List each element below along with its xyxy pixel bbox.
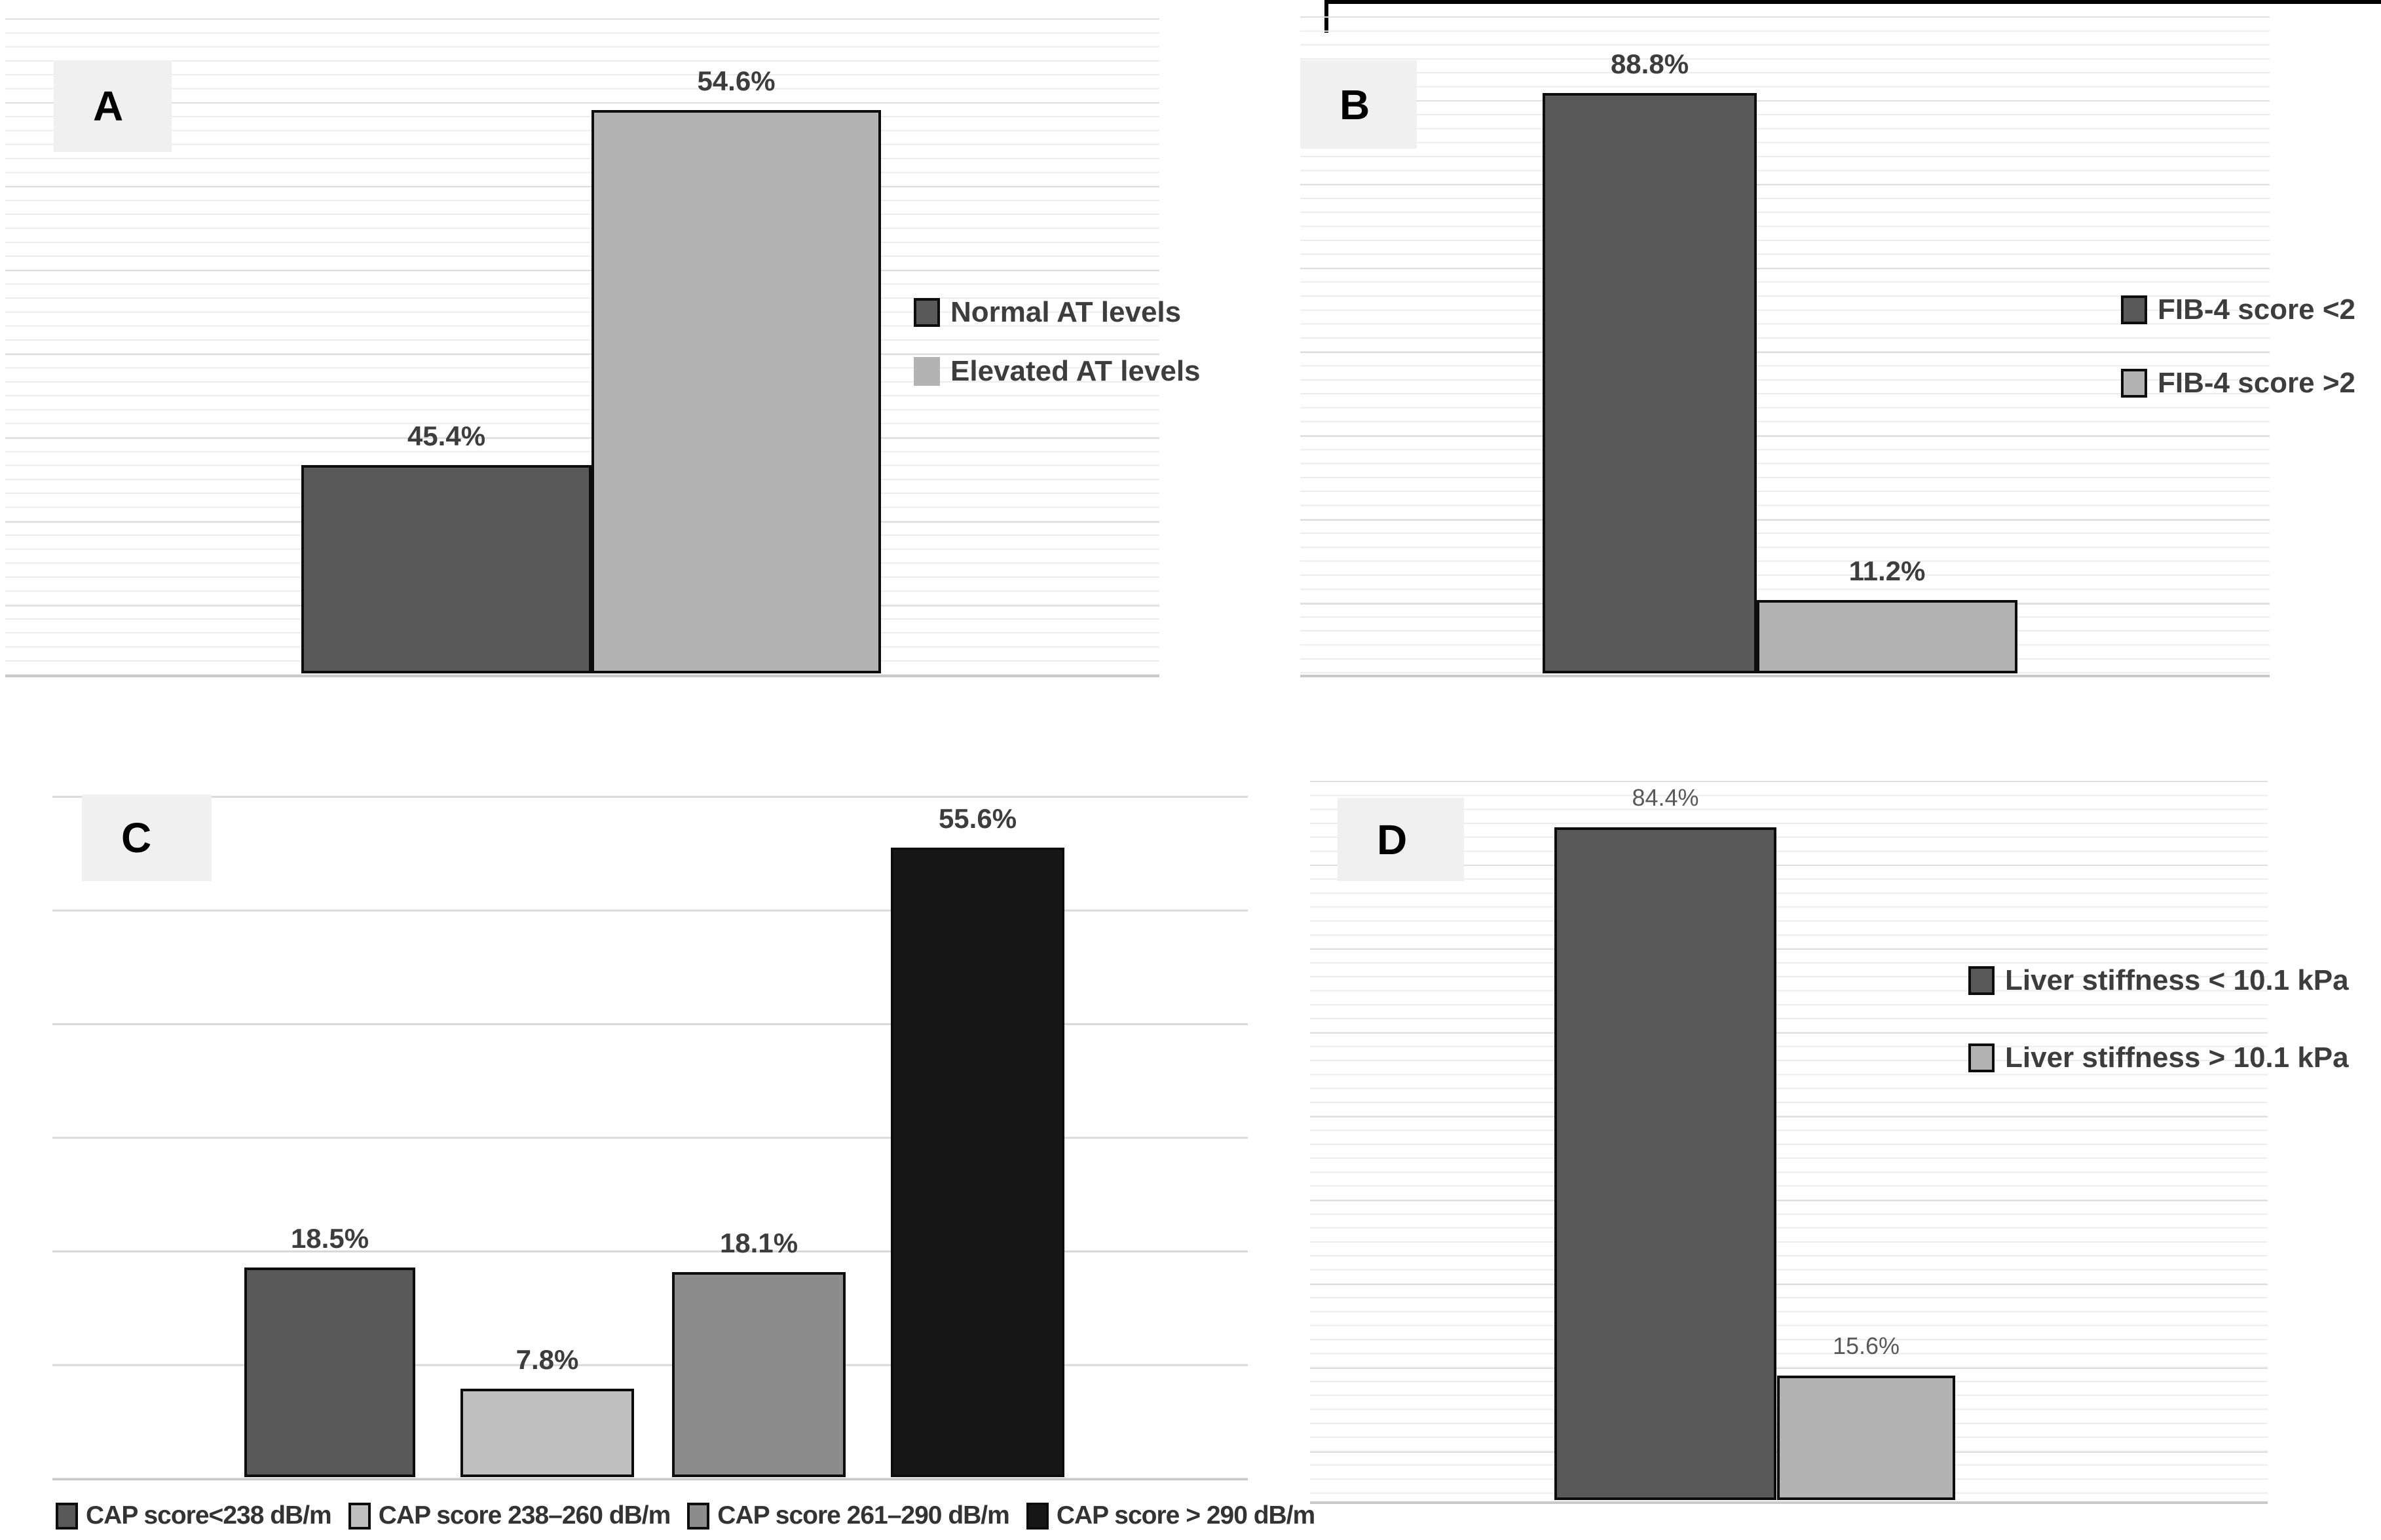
bar-value-label: 88.8% — [1610, 48, 1689, 79]
legend-entry: Liver stiffness < 10.1 kPa — [1968, 964, 2349, 997]
panel-d-letter: D — [1377, 816, 1408, 863]
bar-value-label: 15.6% — [1832, 1332, 1900, 1359]
bar-a-2: 54.6% — [591, 66, 881, 673]
bar-value-label: 11.2% — [1848, 555, 1926, 586]
panel-a-label-box: A — [54, 60, 172, 152]
legend-swatch-icon — [1968, 1043, 1995, 1072]
legend-swatch-icon — [56, 1502, 78, 1530]
panel-c-label-box: C — [82, 795, 212, 881]
legend-swatch-icon — [2121, 295, 2147, 324]
legend-entry: Elevated AT levels — [914, 355, 1201, 388]
legend-label: CAP score 261–290 dB/m — [717, 1501, 1010, 1530]
legend-label: Normal AT levels — [950, 296, 1182, 328]
bar-b-2: 11.2% — [1757, 555, 2017, 673]
legend-entry: FIB-4 score <2 — [2121, 293, 2355, 326]
bar-value-label: 18.5% — [290, 1223, 369, 1254]
legend-entry: CAP score<238 dB/m — [56, 1501, 332, 1530]
legend-label: FIB-4 score >2 — [2158, 367, 2356, 399]
panel-b-label-box: B — [1300, 60, 1417, 149]
bar-d-2: 15.6% — [1777, 1332, 1955, 1500]
legend-entry: CAP score 261–290 dB/m — [687, 1501, 1010, 1530]
legend-entry: CAP score > 290 dB/m — [1026, 1501, 1315, 1530]
legend-entry: Normal AT levels — [914, 296, 1201, 329]
legend-label: Elevated AT levels — [950, 355, 1201, 387]
panel-c-legend: CAP score<238 dB/m CAP score 238–260 dB/m… — [56, 1501, 1315, 1530]
legend-swatch-icon — [348, 1502, 371, 1530]
panel-c-letter: C — [121, 814, 152, 861]
legend-swatch-icon — [687, 1502, 710, 1530]
panel-d-label-box: D — [1338, 798, 1464, 881]
legend-swatch-icon — [914, 357, 940, 386]
legend-entry: FIB-4 score >2 — [2121, 367, 2355, 400]
bar-c-4: 55.6% — [891, 803, 1064, 1477]
bar-a-1: 45.4% — [301, 421, 591, 673]
legend-label: CAP score 238–260 dB/m — [378, 1501, 671, 1530]
legend-swatch-icon — [1026, 1502, 1049, 1530]
bar-c-2: 7.8% — [460, 1344, 634, 1477]
legend-entry: Liver stiffness > 10.1 kPa — [1968, 1042, 2349, 1074]
bar-value-label: 84.4% — [1632, 784, 1699, 811]
panel-b-plot-area — [1300, 16, 2270, 677]
panel-a-letter: A — [93, 83, 124, 130]
legend-label: Liver stiffness > 10.1 kPa — [2005, 1042, 2349, 1074]
panel-b-letter: B — [1340, 81, 1370, 128]
bar-value-label: 7.8% — [516, 1344, 579, 1375]
legend-label: FIB-4 score <2 — [2158, 293, 2356, 326]
panel-b-top-border-line — [1324, 0, 2381, 4]
bar-c-3: 18.1% — [672, 1228, 846, 1477]
panel-d-legend: Liver stiffness < 10.1 kPa Liver stiffnes… — [1968, 964, 2349, 1074]
bar-value-label: 45.4% — [407, 421, 486, 451]
bar-value-label: 18.1% — [719, 1228, 798, 1258]
panel-b-legend: FIB-4 score <2 FIB-4 score >2 — [2121, 293, 2355, 400]
legend-swatch-icon — [1968, 966, 1995, 995]
bar-b-1: 88.8% — [1543, 48, 1757, 673]
legend-label: CAP score > 290 dB/m — [1056, 1501, 1315, 1530]
legend-entry: CAP score 238–260 dB/m — [348, 1501, 671, 1530]
legend-label: CAP score<238 dB/m — [86, 1501, 332, 1530]
legend-swatch-icon — [2121, 369, 2147, 398]
legend-swatch-icon — [914, 298, 940, 327]
panel-a-legend: Normal AT levels Elevated AT levels — [914, 296, 1201, 388]
bar-value-label: 54.6% — [697, 66, 776, 96]
bar-c-1: 18.5% — [244, 1223, 415, 1477]
bar-value-label: 55.6% — [938, 803, 1017, 834]
legend-label: Liver stiffness < 10.1 kPa — [2005, 964, 2349, 996]
bar-d-1: 84.4% — [1554, 784, 1776, 1500]
